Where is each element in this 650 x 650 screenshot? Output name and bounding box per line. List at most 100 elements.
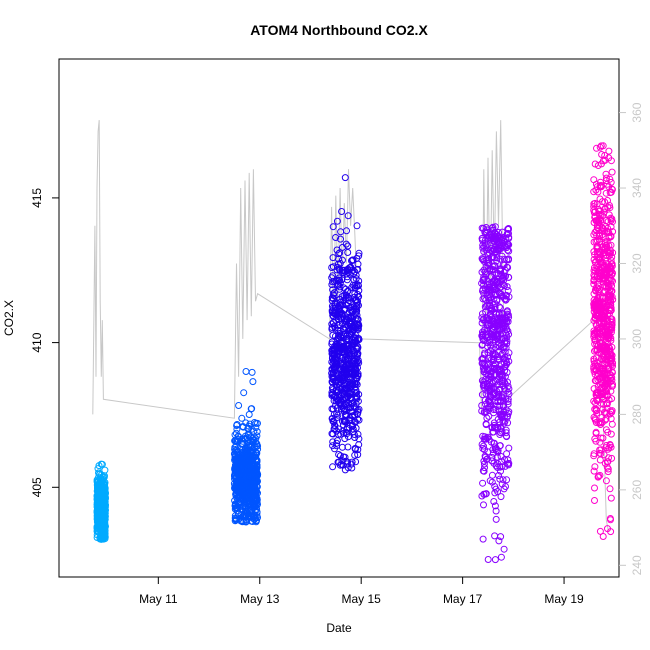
data-point (355, 416, 363, 424)
data-point (338, 372, 346, 380)
data-point (606, 485, 614, 493)
data-point (342, 316, 349, 324)
data-point (329, 290, 337, 298)
data-point (590, 467, 598, 475)
right-y-tick-label-0: 240 (630, 555, 644, 575)
data-point (489, 428, 497, 436)
data-point (334, 309, 342, 317)
data-point (333, 217, 341, 225)
data-point (480, 248, 488, 256)
data-point (233, 494, 241, 502)
data-point (481, 464, 488, 472)
data-point-max (97, 460, 105, 468)
data-point (504, 264, 512, 271)
data-point (338, 443, 346, 451)
data-point (480, 457, 488, 465)
data-point (351, 418, 359, 426)
data-point (253, 478, 261, 486)
data-point (347, 313, 355, 321)
data-point (335, 451, 343, 458)
data-point (340, 402, 348, 409)
data-point (336, 400, 344, 408)
x-tick-label-0: May 11 (139, 592, 178, 606)
data-point (250, 433, 258, 441)
data-point (231, 456, 239, 464)
data-point (490, 498, 498, 505)
data-point (500, 545, 508, 553)
data-point (605, 147, 613, 155)
data-point (349, 428, 357, 436)
data-point (488, 457, 496, 465)
data-point (354, 408, 362, 416)
data-point (502, 235, 510, 243)
data-point (328, 415, 336, 423)
data-point (490, 406, 498, 414)
data-point (479, 479, 487, 487)
data-point (505, 256, 512, 264)
data-point (482, 263, 490, 271)
right-y-tick-label-4: 320 (630, 253, 644, 273)
data-point (254, 442, 262, 450)
data-point (487, 313, 495, 321)
series-2 (328, 174, 363, 474)
data-point (93, 518, 101, 526)
data-point (495, 247, 503, 255)
data-point (355, 282, 362, 290)
data-point (347, 330, 355, 338)
data-point (236, 450, 244, 458)
data-point (346, 264, 354, 272)
data-point (590, 176, 598, 184)
data-point (487, 330, 495, 337)
data-point (332, 234, 340, 241)
data-point (492, 507, 500, 515)
data-point (498, 320, 506, 328)
data-point (351, 451, 359, 459)
data-point (490, 419, 498, 427)
data-point (479, 535, 487, 543)
data-point (349, 412, 356, 420)
data-point (331, 362, 339, 370)
data-point (352, 386, 360, 394)
data-point (492, 515, 500, 523)
data-point (233, 485, 241, 493)
data-point (503, 450, 511, 458)
data-point (478, 255, 486, 263)
data-point (248, 477, 256, 485)
data-point (251, 465, 259, 473)
data-point (503, 326, 511, 334)
data-point (338, 256, 346, 264)
data-point (495, 303, 503, 311)
data-point (478, 391, 486, 399)
data-point (491, 424, 498, 432)
data-point (602, 477, 610, 485)
data-point (481, 294, 488, 302)
data-point (345, 359, 353, 367)
plot-frame (58, 58, 620, 578)
data-point (478, 441, 486, 448)
data-point (482, 390, 490, 398)
data-point (328, 405, 336, 413)
data-point (328, 346, 336, 354)
data-point (341, 385, 349, 392)
series-3 (478, 223, 513, 564)
data-point (343, 292, 350, 300)
data-point (493, 453, 501, 461)
x-tick-label-2: May 15 (342, 592, 382, 606)
x-axis: May 11 May 13 May 15 May 17 May 19 (139, 577, 584, 606)
data-point (478, 355, 486, 363)
data-point (350, 402, 358, 410)
right-y-tick-label-5: 340 (630, 178, 644, 198)
data-point (245, 411, 253, 418)
data-point (491, 532, 499, 540)
data-point (478, 402, 486, 409)
data-point (331, 445, 338, 453)
data-point (503, 307, 511, 315)
data-point (491, 277, 498, 285)
data-point (343, 227, 350, 235)
data-point (352, 458, 360, 466)
data-point (608, 168, 616, 176)
data-point (99, 500, 107, 508)
data-point (333, 266, 341, 274)
data-point (330, 289, 338, 297)
data-point (483, 249, 491, 257)
